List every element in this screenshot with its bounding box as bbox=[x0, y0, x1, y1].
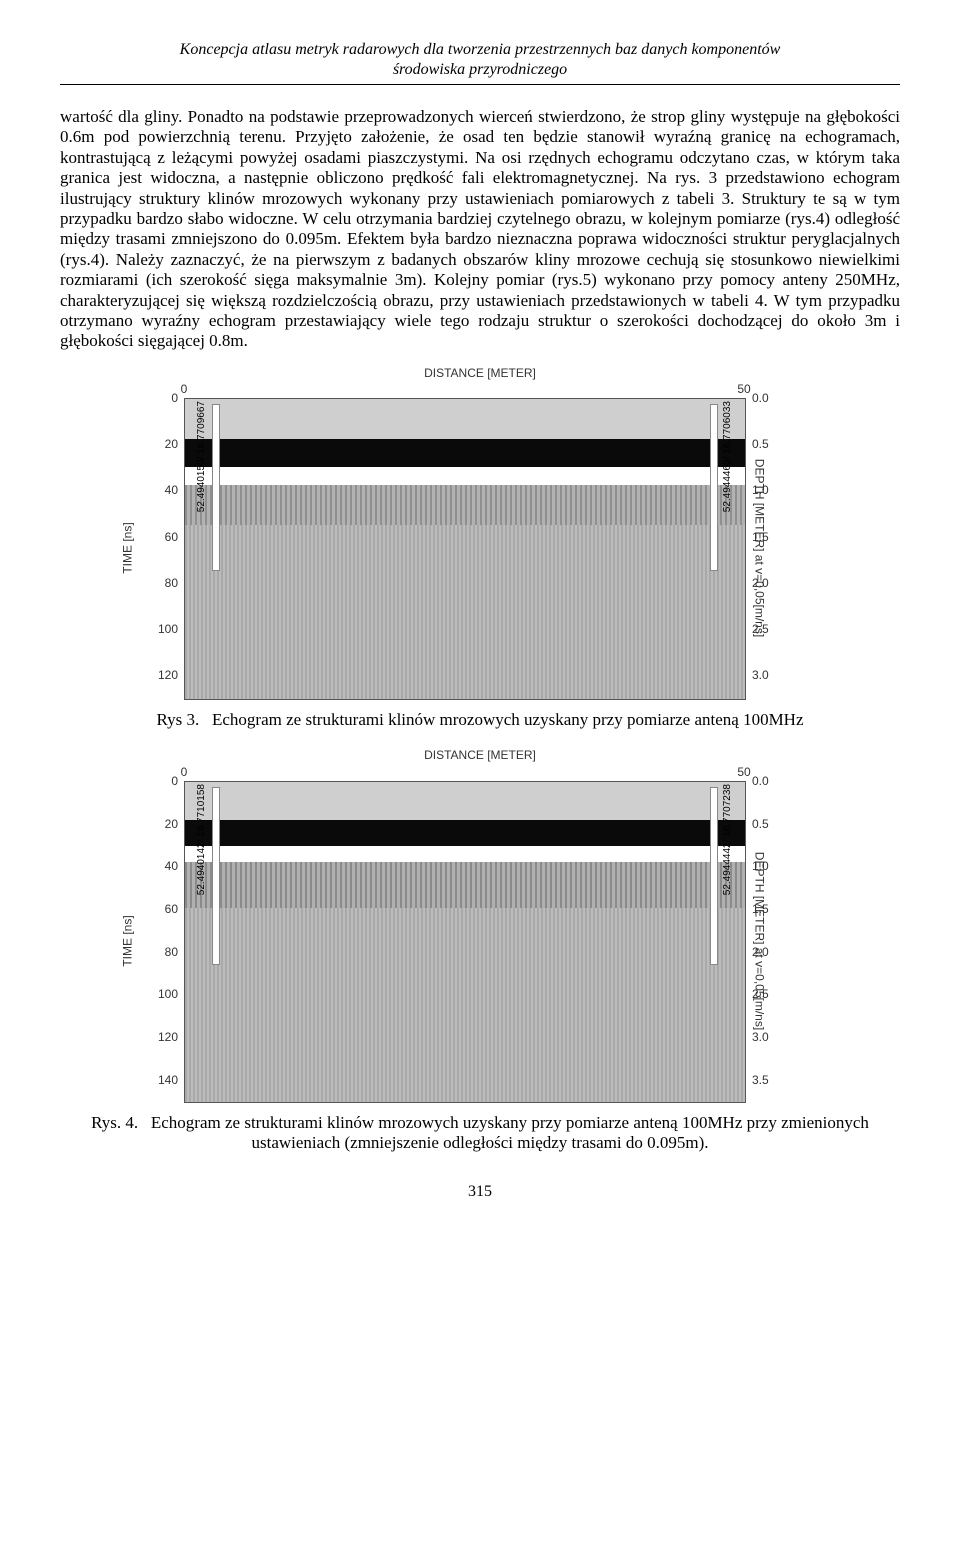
left-tick: 20 bbox=[165, 816, 178, 830]
body-paragraph: wartość dla gliny. Ponadto na podstawie … bbox=[60, 107, 900, 352]
left-tick: 120 bbox=[158, 1030, 178, 1044]
x-tick: 50 bbox=[737, 382, 750, 396]
right-tick: 0.5 bbox=[752, 437, 769, 451]
left-tick: 40 bbox=[165, 483, 178, 497]
echogram-band bbox=[185, 782, 745, 820]
right-tick: 2.0 bbox=[752, 944, 769, 958]
x-tick: 0 bbox=[181, 382, 188, 396]
right-tick: 0.0 bbox=[752, 774, 769, 788]
x-tick-row: 050 bbox=[184, 382, 744, 398]
x-axis-title: DISTANCE [METER] bbox=[124, 366, 836, 380]
left-axis: TIME [ns] 020406080100120140 bbox=[124, 781, 184, 1101]
gps-ruler-right bbox=[711, 405, 717, 570]
left-tick: 60 bbox=[165, 902, 178, 916]
echogram-band bbox=[185, 485, 745, 525]
echogram-band bbox=[185, 399, 745, 439]
figure-4: DISTANCE [METER] 050 TIME [ns] 020406080… bbox=[60, 748, 900, 1102]
gps-label-left: 52.4940150/ 16.7709667 bbox=[197, 401, 207, 512]
caption-text: Echogram ze strukturami klinów mrozowych… bbox=[212, 710, 804, 729]
gps-label-right: 52.4944442/ 16.7707238 bbox=[723, 784, 733, 895]
gps-ruler-left bbox=[213, 788, 219, 964]
echogram-plot: 52.4940142/ 16.7710158 52.4944442/ 16.770… bbox=[184, 781, 746, 1103]
left-tick: 100 bbox=[158, 622, 178, 636]
right-tick: 2.5 bbox=[752, 622, 769, 636]
left-tick: 80 bbox=[165, 944, 178, 958]
left-tick: 60 bbox=[165, 529, 178, 543]
gps-label-left: 52.4940142/ 16.7710158 bbox=[197, 784, 207, 895]
left-axis: TIME [ns] 020406080100120 bbox=[124, 398, 184, 698]
x-tick: 0 bbox=[181, 765, 188, 779]
right-axis-title: DEPTH [METER] at v=0,05[m/ns] bbox=[752, 852, 766, 1030]
left-tick: 40 bbox=[165, 859, 178, 873]
right-tick: 2.5 bbox=[752, 987, 769, 1001]
running-head-line2: środowiska przyrodniczego bbox=[393, 61, 567, 78]
echogram-3: DISTANCE [METER] 050 TIME [ns] 020406080… bbox=[124, 366, 836, 700]
right-tick: 1.5 bbox=[752, 902, 769, 916]
gps-ruler-right bbox=[711, 788, 717, 964]
left-axis-title: TIME [ns] bbox=[120, 915, 134, 966]
echogram-plot: 52.4940150/ 16.7709667 52.4944460/ 16.770… bbox=[184, 398, 746, 700]
right-tick: 3.0 bbox=[752, 668, 769, 682]
right-axis: DEPTH [METER] at v=0,05[m/ns] 0.00.51.01… bbox=[746, 781, 836, 1101]
echogram-band bbox=[185, 820, 745, 846]
left-tick: 120 bbox=[158, 668, 178, 682]
left-tick: 0 bbox=[171, 391, 178, 405]
echogram-band bbox=[185, 862, 745, 908]
echogram-band bbox=[185, 467, 745, 485]
left-tick: 80 bbox=[165, 575, 178, 589]
figure-3-caption: Rys 3. Echogram ze strukturami klinów mr… bbox=[60, 710, 900, 730]
figure-4-caption: Rys. 4. Echogram ze strukturami klinów m… bbox=[60, 1113, 900, 1154]
echogram-band bbox=[185, 525, 745, 699]
right-tick: 1.0 bbox=[752, 859, 769, 873]
x-tick: 50 bbox=[737, 765, 750, 779]
running-head: Koncepcja atlasu metryk radarowych dla t… bbox=[60, 40, 900, 85]
right-tick: 2.0 bbox=[752, 575, 769, 589]
x-tick-row: 050 bbox=[184, 765, 744, 781]
right-tick: 0.5 bbox=[752, 816, 769, 830]
gps-label-right: 52.4944460/ 16.7706033 bbox=[723, 401, 733, 512]
echogram-band bbox=[185, 846, 745, 862]
echogram-4: DISTANCE [METER] 050 TIME [ns] 020406080… bbox=[124, 748, 836, 1102]
left-tick: 20 bbox=[165, 437, 178, 451]
left-tick: 100 bbox=[158, 987, 178, 1001]
right-tick: 3.0 bbox=[752, 1030, 769, 1044]
left-axis-title: TIME [ns] bbox=[120, 522, 134, 573]
gps-ruler-left bbox=[213, 405, 219, 570]
right-tick: 1.0 bbox=[752, 483, 769, 497]
x-axis-title: DISTANCE [METER] bbox=[124, 748, 836, 762]
running-head-line1: Koncepcja atlasu metryk radarowych dla t… bbox=[180, 41, 781, 58]
caption-label: Rys 3. bbox=[156, 710, 199, 729]
right-axis: DEPTH [METER] at v=0,05[m/ns] 0.00.51.01… bbox=[746, 398, 836, 698]
page-number: 315 bbox=[60, 1182, 900, 1201]
right-tick: 1.5 bbox=[752, 529, 769, 543]
caption-text: Echogram ze strukturami klinów mrozowych… bbox=[151, 1113, 869, 1152]
echogram-band bbox=[185, 908, 745, 1102]
left-tick: 0 bbox=[171, 774, 178, 788]
right-tick: 0.0 bbox=[752, 391, 769, 405]
right-tick: 3.5 bbox=[752, 1072, 769, 1086]
caption-label: Rys. 4. bbox=[91, 1113, 138, 1132]
figure-3: DISTANCE [METER] 050 TIME [ns] 020406080… bbox=[60, 366, 900, 700]
left-tick: 140 bbox=[158, 1072, 178, 1086]
echogram-band bbox=[185, 439, 745, 467]
